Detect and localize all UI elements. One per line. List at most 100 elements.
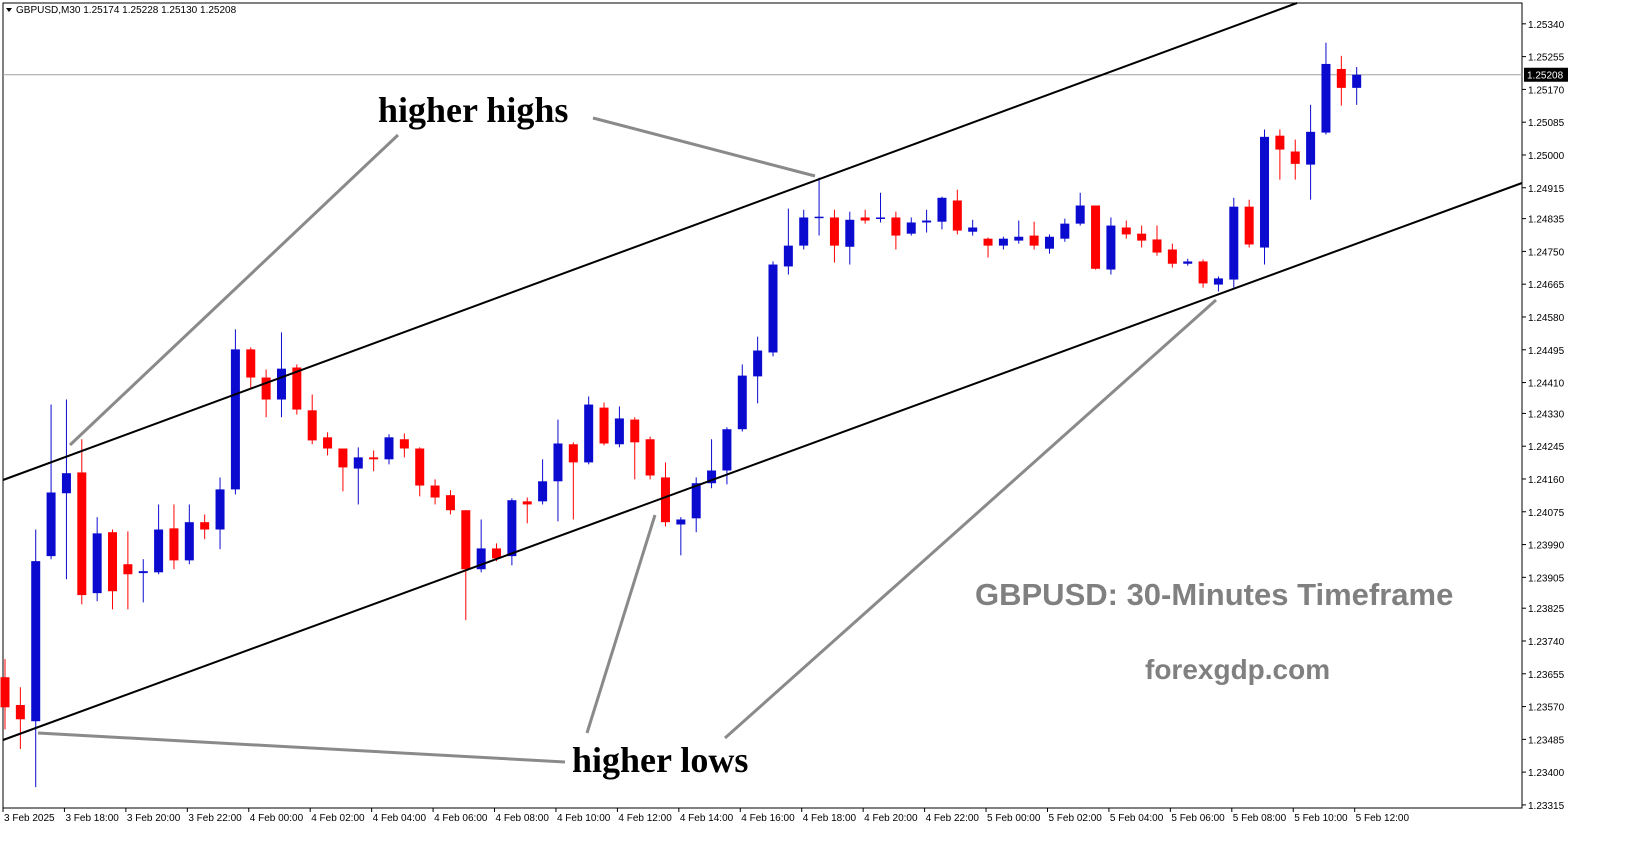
- annotation: higher highs: [378, 90, 568, 130]
- plot-frame: [2, 2, 1523, 809]
- upper-channel-line: [2, 2, 1298, 481]
- candle-body: [31, 561, 41, 722]
- candle-body: [783, 245, 793, 267]
- candle-body: [1244, 206, 1254, 245]
- candle-body: [307, 410, 317, 441]
- candle-body: [599, 407, 609, 444]
- candle-body: [430, 485, 440, 498]
- candle-body: [123, 564, 133, 575]
- candle-body: [829, 217, 839, 246]
- x-tick-label: 4 Feb 00:00: [250, 813, 304, 824]
- candle-body: [799, 217, 809, 246]
- candle-body: [522, 501, 532, 505]
- candle-body: [983, 238, 993, 246]
- candle-body: [1198, 261, 1208, 284]
- candle-body: [1290, 151, 1300, 164]
- candle-body: [891, 217, 901, 236]
- y-tick-label: 1.23315: [1528, 801, 1565, 812]
- x-tick-label: 3 Feb 18:00: [65, 813, 119, 824]
- candle-body: [968, 227, 978, 232]
- candle-body: [860, 217, 870, 221]
- y-tick-label: 1.23400: [1528, 768, 1565, 779]
- candle-body: [584, 404, 594, 463]
- y-tick-label: 1.24665: [1528, 280, 1565, 291]
- candle-body: [845, 219, 855, 247]
- candle-body: [384, 437, 394, 460]
- candle-body: [768, 264, 778, 353]
- candle-body: [630, 419, 640, 443]
- y-tick-label: 1.23825: [1528, 604, 1565, 615]
- y-tick-label: 1.24915: [1528, 184, 1565, 195]
- y-tick-label: 1.24495: [1528, 346, 1565, 357]
- y-tick-label: 1.24330: [1528, 409, 1565, 420]
- candle-body: [0, 677, 10, 708]
- candle-body: [1044, 236, 1054, 249]
- candle-body: [538, 481, 548, 502]
- x-tick-label: 4 Feb 04:00: [373, 813, 427, 824]
- candle-body: [1352, 74, 1362, 88]
- y-tick-label: 1.24750: [1528, 247, 1565, 258]
- watermark-site: forexgdp.com: [1145, 654, 1330, 685]
- x-tick-label: 4 Feb 22:00: [926, 813, 980, 824]
- candle-body: [507, 500, 517, 557]
- x-tick-label: 5 Feb 00:00: [987, 813, 1041, 824]
- candle-body: [230, 349, 240, 490]
- candle-body: [77, 472, 87, 596]
- y-tick-label: 1.23905: [1528, 573, 1565, 584]
- candle-body: [61, 473, 71, 494]
- candle-body: [92, 533, 102, 594]
- pointer-line: [585, 514, 657, 734]
- header: GBPUSD,M30 1.25174 1.25228 1.25130 1.252…: [16, 5, 237, 16]
- candle-body: [353, 457, 363, 469]
- candle-body: [952, 200, 962, 231]
- pointer-line: [592, 116, 816, 178]
- candle-body: [722, 429, 732, 471]
- y-tick-label: 1.23740: [1528, 637, 1565, 648]
- candle-body: [246, 349, 256, 378]
- candle-body: [184, 522, 194, 561]
- x-tick-label: 5 Feb 06:00: [1171, 813, 1225, 824]
- candle-body: [1321, 63, 1331, 133]
- candle-body: [492, 548, 502, 559]
- y-tick-label: 1.25255: [1528, 53, 1565, 64]
- x-tick-label: 4 Feb 20:00: [864, 813, 918, 824]
- candle-body: [1336, 68, 1346, 88]
- candle-body: [261, 377, 271, 400]
- candle-body: [645, 439, 655, 476]
- candle-body: [1106, 225, 1116, 270]
- y-tick-label: 1.24160: [1528, 475, 1565, 486]
- candle-body: [154, 529, 164, 573]
- candle-body: [1014, 236, 1024, 241]
- candle-body: [292, 367, 302, 410]
- candle-body: [753, 350, 763, 377]
- candle-body: [691, 483, 701, 519]
- candle-body: [399, 439, 409, 449]
- candle-body: [937, 197, 947, 222]
- current-price-label: 1.25208: [1527, 71, 1564, 82]
- candle-body: [323, 437, 333, 449]
- candle-body: [1121, 227, 1131, 235]
- marks: [0, 42, 1522, 788]
- x-tick-label: 5 Feb 12:00: [1356, 813, 1410, 824]
- x-tick-label: 5 Feb 04:00: [1110, 813, 1164, 824]
- x-tick-label: 4 Feb 12:00: [618, 813, 672, 824]
- candle-body: [215, 489, 225, 530]
- candle-body: [814, 216, 824, 219]
- candle-body: [445, 495, 455, 511]
- x-tick-label: 4 Feb 02:00: [311, 813, 365, 824]
- pointer-line: [37, 731, 566, 764]
- pointer-lines: [37, 116, 1217, 764]
- candle-body: [922, 220, 932, 223]
- candle-body: [676, 519, 686, 525]
- candle-body: [46, 492, 56, 557]
- y-tick-label: 1.24410: [1528, 379, 1565, 390]
- candle-body: [15, 705, 25, 720]
- candle-body: [1152, 239, 1162, 253]
- candle-body: [1091, 205, 1101, 269]
- x-tick-label: 4 Feb 16:00: [741, 813, 795, 824]
- x-tick-label: 3 Feb 20:00: [127, 813, 181, 824]
- y-tick-label: 1.25170: [1528, 85, 1565, 96]
- candle-body: [707, 470, 717, 484]
- candle-body: [1306, 131, 1316, 165]
